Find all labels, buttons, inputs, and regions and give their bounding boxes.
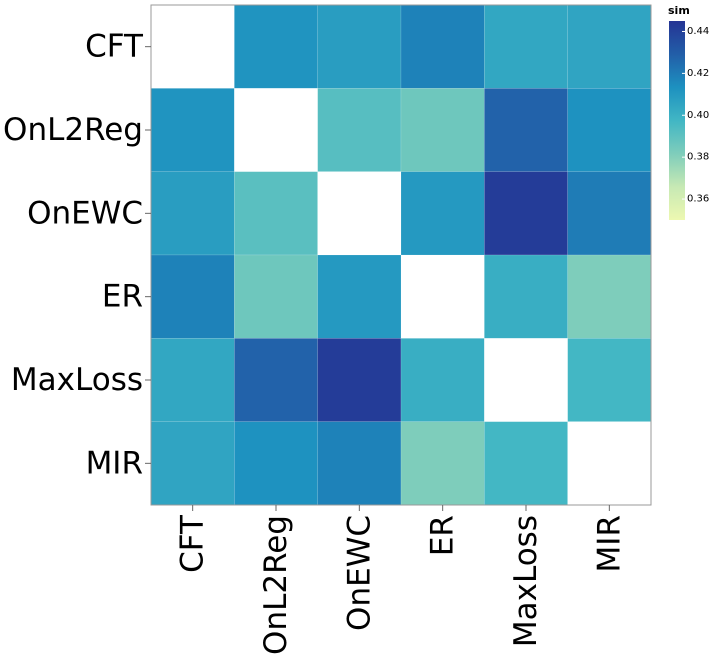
legend-tick-label: 0.38 xyxy=(687,152,709,163)
y-tick-label: MIR xyxy=(86,445,143,481)
heatmap-cell xyxy=(400,421,485,506)
heatmap-cell xyxy=(484,4,568,89)
y-tick-label: CFT xyxy=(85,29,144,65)
heatmap-cell xyxy=(567,171,652,256)
y-axis-labels: CFT OnL2Reg OnEWC ER MaxLoss MIR xyxy=(3,29,151,481)
heatmap-cell xyxy=(317,254,402,339)
heatmap-cell xyxy=(317,88,402,172)
heatmap-cell xyxy=(234,171,318,256)
heatmap-cell xyxy=(234,4,318,89)
heatmap-cell xyxy=(400,338,485,422)
y-tick-label: OnL2Reg xyxy=(3,112,143,148)
plot-frame xyxy=(150,4,652,506)
x-tick-label: OnL2Reg xyxy=(258,515,294,655)
y-tick-label: MaxLoss xyxy=(11,362,143,398)
y-tick-label: OnEWC xyxy=(27,195,143,231)
heatmap-cells xyxy=(150,4,652,506)
heatmap-cell xyxy=(567,421,651,505)
heatmap-cell xyxy=(150,88,235,172)
heatmap-cell xyxy=(150,254,235,339)
x-tick-label: CFT xyxy=(175,514,211,573)
heatmap-cell xyxy=(317,4,402,89)
heatmap-cell xyxy=(567,338,652,422)
heatmap-cell xyxy=(234,254,318,339)
heatmap-cell xyxy=(317,338,402,422)
legend-tick-label: 0.42 xyxy=(687,68,709,79)
heatmap-cell xyxy=(151,5,235,89)
heatmap-cell xyxy=(567,4,652,89)
heatmap-cell xyxy=(567,88,652,172)
heatmap-cell xyxy=(234,421,318,506)
heatmap-cell xyxy=(400,88,485,172)
legend-colorbar xyxy=(669,21,685,220)
legend-tick-label: 0.40 xyxy=(687,110,709,121)
heatmap-cell xyxy=(317,421,402,506)
heatmap-cell xyxy=(484,421,568,506)
legend-title: sim xyxy=(668,4,690,17)
heatmap-cell xyxy=(234,88,318,172)
heatmap-cell xyxy=(150,338,235,422)
heatmap-cell xyxy=(150,421,235,506)
legend-tick-label: 0.44 xyxy=(687,26,709,37)
heatmap-cell xyxy=(484,171,568,256)
x-tick-label: OnEWC xyxy=(341,515,377,631)
heatmap-cell xyxy=(401,255,485,339)
heatmap-cell xyxy=(567,254,652,339)
color-legend: sim 0.36 0.38 0.40 0.42 0.44 xyxy=(668,4,709,220)
heatmap-cell xyxy=(484,88,568,172)
x-tick-label: MIR xyxy=(591,515,627,572)
x-axis-labels: CFT OnL2Reg OnEWC ER MaxLoss MIR xyxy=(175,505,627,655)
heatmap-cell xyxy=(317,171,401,255)
y-tick-label: ER xyxy=(102,279,143,315)
x-tick-label: MaxLoss xyxy=(508,515,544,647)
legend-ticks: 0.36 0.38 0.40 0.42 0.44 xyxy=(682,26,709,205)
heatmap-cell xyxy=(484,254,568,339)
x-tick-label: ER xyxy=(425,515,461,556)
heatmap-cell xyxy=(400,4,485,89)
heatmap-cell xyxy=(234,338,318,422)
heatmap-cell xyxy=(400,171,485,256)
heatmap-cell xyxy=(150,171,235,256)
legend-tick-label: 0.36 xyxy=(687,194,709,205)
heatmap-cell xyxy=(484,338,568,422)
